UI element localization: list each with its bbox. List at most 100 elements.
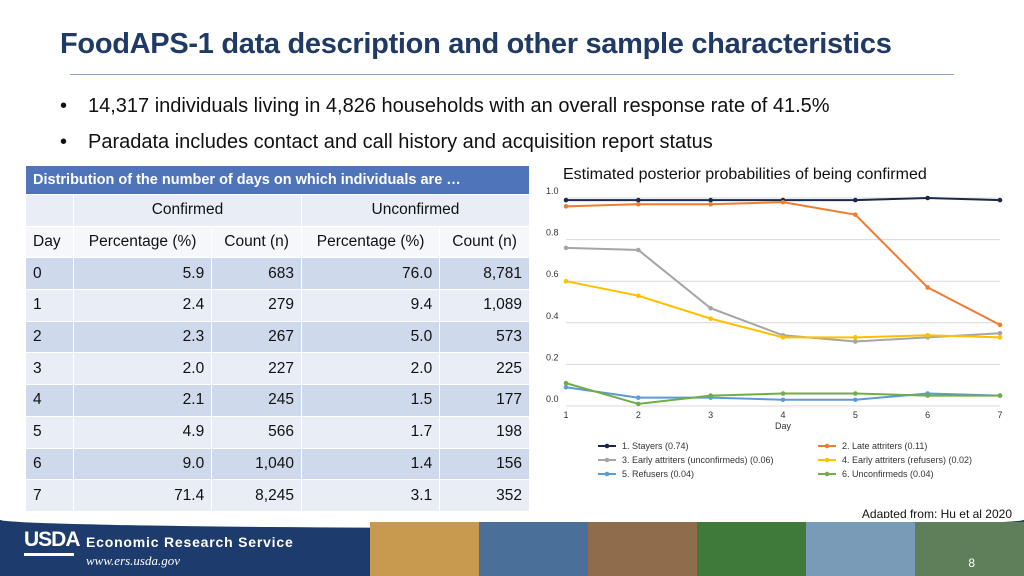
value-cell: 8,781 <box>439 257 530 291</box>
bullet-dot-icon: • <box>60 131 68 153</box>
value-cell: 156 <box>439 447 530 481</box>
table-row: 4 2.1 245 1.5 177 <box>25 384 530 417</box>
bullet-text: 14,317 individuals living in 4,826 house… <box>88 95 830 117</box>
legend-label: 5. Refusers (0.04) <box>622 469 694 479</box>
data-point <box>563 197 569 203</box>
value-cell: 3.1 <box>300 479 441 512</box>
column-header-unconfirmed-count: Count (n) <box>439 225 530 259</box>
footer-photo <box>697 522 806 576</box>
data-point <box>925 195 930 201</box>
value-cell: 2.1 <box>72 384 213 417</box>
data-point <box>708 197 713 203</box>
value-cell: 76.0 <box>300 257 441 291</box>
data-point <box>853 339 858 344</box>
legend-marker <box>824 443 830 449</box>
value-cell: 2.4 <box>72 289 213 322</box>
bullet-list: • 14,317 individuals living in 4,826 hous… <box>60 88 830 160</box>
table-caption-row: Distribution of the number of days on wh… <box>25 165 530 195</box>
column-header-confirmed-pct: Percentage (%) <box>72 225 213 259</box>
day-cell: 7 <box>25 479 74 512</box>
value-cell: 1,089 <box>439 289 530 322</box>
legend-label: 4. Early attriters (refusers) (0.02) <box>842 455 972 465</box>
value-cell: 2.0 <box>72 352 213 386</box>
value-cell: 1,040 <box>211 447 302 481</box>
footer-photo-strip <box>370 522 1024 576</box>
day-cell: 0 <box>25 257 74 291</box>
value-cell: 227 <box>211 352 302 386</box>
data-point <box>925 285 930 290</box>
legend-marker <box>824 471 830 477</box>
x-axis-label: Day <box>775 421 792 431</box>
data-point <box>636 247 641 253</box>
data-point <box>563 278 569 284</box>
table-row: 1 2.4 279 9.4 1,089 <box>25 289 530 322</box>
value-cell: 4.9 <box>72 415 213 449</box>
table-group-header-row: Confirmed Unconfirmed <box>25 194 531 227</box>
data-point <box>708 305 713 311</box>
data-point <box>853 197 858 203</box>
data-point <box>636 197 641 203</box>
legend-label: 1. Stayers (0.74) <box>622 441 689 451</box>
usda-logo-bar <box>24 553 74 556</box>
table-row: 7 71.4 8,245 3.1 352 <box>25 479 530 512</box>
data-point <box>563 384 569 390</box>
table-row: 0 5.9 683 76.0 8,781 <box>25 257 530 291</box>
data-point <box>997 393 1003 398</box>
legend-label: 3. Early attriters (unconfirmeds) (0.06) <box>622 455 774 465</box>
data-point <box>708 393 713 398</box>
x-tick-label: 6 <box>925 410 930 420</box>
day-cell: 2 <box>25 320 74 354</box>
table-row: 3 2.0 227 2.0 225 <box>25 352 530 386</box>
footer-photo <box>915 522 1024 576</box>
data-point <box>853 391 858 396</box>
data-point <box>636 401 641 407</box>
agency-url: www.ers.usda.gov <box>86 553 181 568</box>
column-header-confirmed-count: Count (n) <box>211 225 302 259</box>
data-point <box>997 322 1003 328</box>
value-cell: 2.3 <box>72 320 213 354</box>
legend-label: 2. Late attriters (0.11) <box>842 441 927 451</box>
x-tick-label: 3 <box>708 410 713 420</box>
value-cell: 566 <box>211 415 302 449</box>
x-tick-label: 7 <box>997 410 1002 420</box>
data-point <box>853 212 858 217</box>
bullet-dot-icon: • <box>60 95 68 117</box>
value-cell: 1.4 <box>300 447 441 481</box>
value-cell: 9.4 <box>300 289 441 322</box>
y-tick-label: 0.6 <box>546 269 559 279</box>
slide-title: FoodAPS-1 data description and other sam… <box>60 28 892 60</box>
value-cell: 71.4 <box>72 479 213 512</box>
x-tick-label: 4 <box>780 410 785 420</box>
data-point <box>636 395 641 400</box>
value-cell: 5.0 <box>300 320 441 354</box>
data-point <box>780 199 786 205</box>
agency-name: Economic Research Service <box>86 534 294 550</box>
series-line <box>565 201 1001 326</box>
title-divider <box>70 74 954 75</box>
data-point <box>636 201 641 207</box>
value-cell: 8,245 <box>211 479 302 512</box>
y-tick-label: 1.0 <box>546 186 559 196</box>
usda-logo: USDA <box>24 528 81 556</box>
data-point <box>563 204 569 209</box>
value-cell: 177 <box>439 384 530 417</box>
value-cell: 245 <box>211 384 302 417</box>
page-number: 8 <box>968 556 975 570</box>
days-distribution-table: Distribution of the number of days on wh… <box>25 165 531 512</box>
footer-photo <box>588 522 697 576</box>
legend-marker <box>824 457 830 463</box>
group-header-unconfirmed: Unconfirmed <box>300 194 531 227</box>
data-point <box>780 397 786 403</box>
value-cell: 1.5 <box>300 384 441 417</box>
data-point <box>853 335 858 340</box>
value-cell: 352 <box>439 479 530 512</box>
legend-label: 6. Unconfirmeds (0.04) <box>842 469 934 479</box>
data-point <box>708 201 713 207</box>
chart-title: Estimated posterior probabilities of bei… <box>563 166 927 183</box>
y-tick-label: 0.0 <box>546 394 559 404</box>
value-cell: 683 <box>211 257 302 291</box>
table-row: 2 2.3 267 5.0 573 <box>25 320 530 354</box>
data-point <box>925 332 930 338</box>
footer-photo <box>370 522 479 576</box>
group-header-confirmed: Confirmed <box>72 194 302 227</box>
